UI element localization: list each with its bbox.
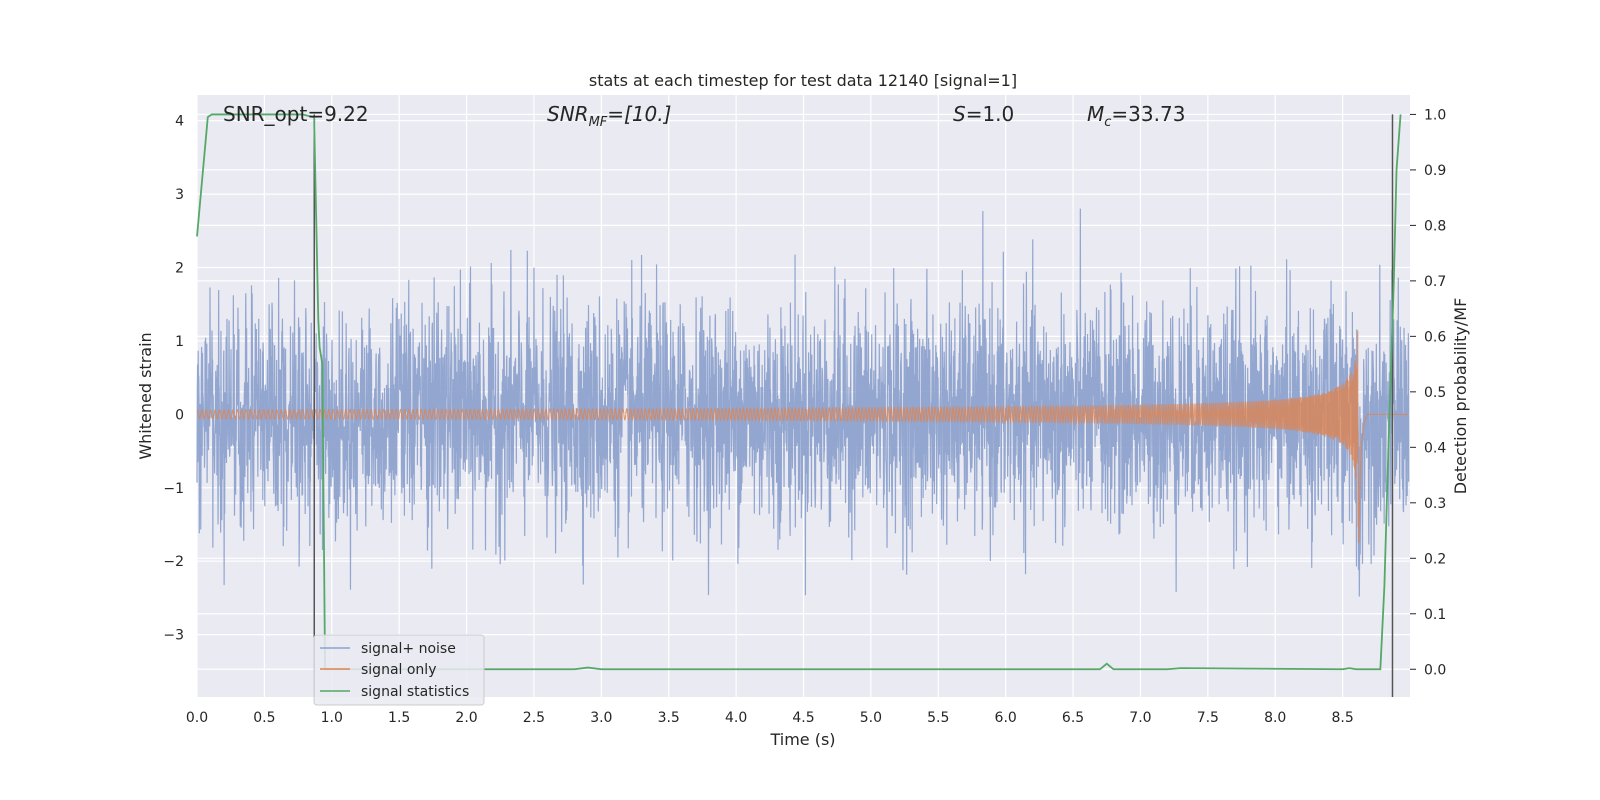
legend: signal+ noise signal only signal statist…: [313, 634, 485, 706]
x-tick-label: 0.0: [186, 710, 208, 726]
y-tick-label: −1: [163, 481, 184, 497]
y-tick-label-right: 0.6: [1424, 329, 1446, 345]
annotation-snr-mf: SNRMF=[10.]: [547, 102, 671, 130]
x-tick-label: 7.5: [1197, 710, 1219, 726]
y-tick-label-right: 0.2: [1424, 551, 1446, 567]
y-tick-label-right: 0.8: [1424, 218, 1446, 234]
x-tick-label: 2.0: [455, 710, 477, 726]
legend-label-noise: signal+ noise: [361, 641, 456, 657]
vertical-lines: [313, 114, 1394, 697]
y-axis-label: Whitened strain: [136, 332, 155, 459]
y-tick-label-right: 0.5: [1424, 385, 1446, 401]
y-tick-label: 1: [175, 334, 184, 350]
legend-label-signal: signal only: [361, 662, 436, 678]
annotation-s: S=1.0: [953, 102, 1014, 126]
tick-labels: 0.0 0.5 1.0 1.5 2.0 2.5 3.0 3.5 4.0 4.5 5.0 5.5 6.0 6…: [163, 107, 1446, 726]
x-tick-label: 6.5: [1062, 710, 1084, 726]
annotation-snr-opt: SNR_opt=9.22: [223, 102, 369, 126]
chart-title: stats at each timestep for test data 121…: [589, 71, 1017, 90]
y-axis-label-right: Detection probability/MF: [1451, 298, 1470, 495]
x-tick-label: 2.5: [523, 710, 545, 726]
y-tick-label-right: 0.9: [1424, 163, 1446, 179]
legend-box: [313, 634, 485, 706]
legend-label-statistics: signal statistics: [361, 684, 469, 700]
statistics-line: [196, 113, 1402, 671]
y-tick-label-right: 0.4: [1424, 440, 1446, 456]
x-axis-label: Time (s): [769, 730, 835, 749]
x-tick-label: 3.0: [590, 710, 612, 726]
annotation-mc: Mc=33.73: [1087, 102, 1185, 130]
x-tick-label: 4.0: [725, 710, 747, 726]
x-tick-label: 8.5: [1331, 710, 1353, 726]
y-tick-label: 0: [175, 407, 184, 423]
y-tick-label-right: 0.7: [1424, 274, 1446, 290]
y-tick-label-right: 1.0: [1424, 107, 1446, 123]
signal-only-series: [196, 330, 1409, 543]
x-tick-label: 4.5: [792, 710, 814, 726]
x-tick-label: 5.0: [860, 710, 882, 726]
x-tick-label: 7.0: [1129, 710, 1151, 726]
x-tick-label: 6.0: [995, 710, 1017, 726]
x-tick-label: 1.5: [388, 710, 410, 726]
y-tick-label-right: 0.0: [1424, 662, 1446, 678]
x-tick-label: 8.0: [1264, 710, 1286, 726]
y-tick-label: −2: [163, 554, 184, 570]
y-tick-label: 2: [175, 261, 184, 277]
x-tick-label: 0.5: [253, 710, 275, 726]
signal-line: [196, 330, 1409, 543]
y-tick-label: 4: [175, 114, 184, 130]
y-tick-label: 3: [175, 187, 184, 203]
signal-statistics-series: [196, 113, 1402, 671]
y-tick-label-right: 0.3: [1424, 496, 1446, 512]
x-tick-label: 1.0: [321, 710, 343, 726]
x-tick-label: 5.5: [927, 710, 949, 726]
y-tick-label: −3: [163, 628, 184, 644]
y-tick-label-right: 0.1: [1424, 607, 1446, 623]
x-tick-label: 3.5: [658, 710, 680, 726]
